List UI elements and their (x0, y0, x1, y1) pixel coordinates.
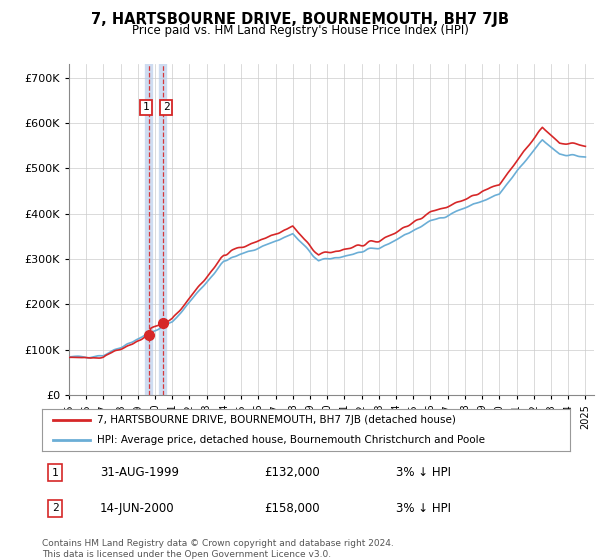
Text: 1: 1 (143, 102, 149, 113)
Text: 7, HARTSBOURNE DRIVE, BOURNEMOUTH, BH7 7JB: 7, HARTSBOURNE DRIVE, BOURNEMOUTH, BH7 7… (91, 12, 509, 27)
Text: Contains HM Land Registry data © Crown copyright and database right 2024.
This d: Contains HM Land Registry data © Crown c… (42, 539, 394, 559)
Text: 3% ↓ HPI: 3% ↓ HPI (396, 466, 451, 479)
Text: 7, HARTSBOURNE DRIVE, BOURNEMOUTH, BH7 7JB (detached house): 7, HARTSBOURNE DRIVE, BOURNEMOUTH, BH7 7… (97, 415, 457, 425)
Text: 14-JUN-2000: 14-JUN-2000 (100, 502, 175, 515)
Text: 3% ↓ HPI: 3% ↓ HPI (396, 502, 451, 515)
Text: 2: 2 (163, 102, 170, 113)
Text: 31-AUG-1999: 31-AUG-1999 (100, 466, 179, 479)
Text: Price paid vs. HM Land Registry's House Price Index (HPI): Price paid vs. HM Land Registry's House … (131, 24, 469, 36)
Text: HPI: Average price, detached house, Bournemouth Christchurch and Poole: HPI: Average price, detached house, Bour… (97, 435, 485, 445)
Text: 2: 2 (52, 503, 59, 514)
Text: 1: 1 (52, 468, 59, 478)
Text: £132,000: £132,000 (264, 466, 320, 479)
Text: £158,000: £158,000 (264, 502, 319, 515)
